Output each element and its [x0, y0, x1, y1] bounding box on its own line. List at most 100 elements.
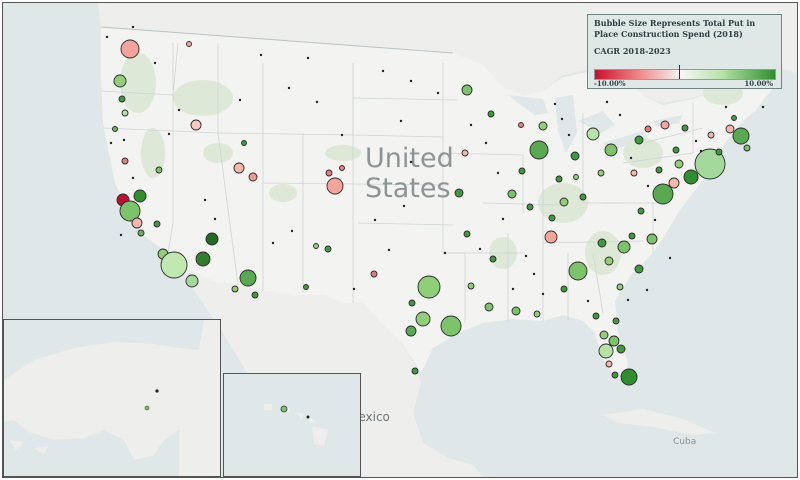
- bubble[interactable]: [507, 189, 517, 199]
- bubble[interactable]: [743, 144, 751, 152]
- bubble[interactable]: [707, 131, 715, 139]
- bubble[interactable]: [604, 256, 614, 266]
- bubble[interactable]: [544, 230, 558, 244]
- bubble[interactable]: [570, 151, 580, 161]
- bubble[interactable]: [112, 126, 118, 132]
- bubble[interactable]: [484, 302, 494, 312]
- bubble[interactable]: [694, 148, 726, 180]
- bubble[interactable]: [121, 157, 129, 165]
- bubble[interactable]: [121, 109, 129, 117]
- bubble[interactable]: [280, 405, 288, 413]
- bubble[interactable]: [511, 306, 521, 316]
- bubble[interactable]: [608, 335, 620, 347]
- bubble[interactable]: [668, 177, 680, 189]
- bubble[interactable]: [559, 197, 569, 207]
- hawaii-inset[interactable]: [223, 373, 361, 477]
- bubble[interactable]: [118, 95, 126, 103]
- bubble[interactable]: [644, 125, 652, 133]
- bubble[interactable]: [325, 169, 333, 177]
- bubble[interactable]: [732, 127, 750, 145]
- bubble[interactable]: [715, 148, 723, 156]
- bubble[interactable]: [461, 84, 473, 96]
- bubble[interactable]: [131, 217, 143, 229]
- bubble[interactable]: [306, 415, 310, 419]
- bubble[interactable]: [205, 232, 219, 246]
- bubble[interactable]: [616, 344, 626, 354]
- bubble[interactable]: [655, 166, 663, 174]
- bubble[interactable]: [592, 312, 600, 320]
- bubble[interactable]: [417, 275, 441, 299]
- bubble[interactable]: [611, 371, 619, 379]
- bubble[interactable]: [518, 122, 524, 128]
- bubble[interactable]: [538, 121, 548, 131]
- bubble[interactable]: [326, 177, 344, 195]
- bubble[interactable]: [248, 172, 258, 182]
- bubble[interactable]: [454, 188, 464, 198]
- bubble[interactable]: [533, 310, 541, 318]
- bubble[interactable]: [628, 232, 636, 240]
- bubble[interactable]: [604, 143, 618, 157]
- alaska-inset[interactable]: [3, 319, 221, 477]
- bubble[interactable]: [313, 243, 319, 249]
- bubble[interactable]: [683, 169, 699, 185]
- bubble[interactable]: [155, 166, 163, 174]
- bubble[interactable]: [573, 174, 579, 180]
- bubble[interactable]: [411, 367, 419, 375]
- bubble[interactable]: [630, 169, 638, 177]
- bubble[interactable]: [120, 39, 140, 59]
- bubble[interactable]: [160, 251, 188, 279]
- bubble[interactable]: [599, 330, 609, 340]
- bubble[interactable]: [113, 74, 127, 88]
- bubble[interactable]: [555, 175, 563, 183]
- bubble[interactable]: [190, 119, 202, 131]
- bubble[interactable]: [185, 274, 199, 288]
- bubble[interactable]: [681, 124, 689, 132]
- bubble[interactable]: [568, 261, 588, 281]
- bubble[interactable]: [598, 343, 614, 359]
- bubble[interactable]: [186, 41, 192, 47]
- bubble[interactable]: [560, 285, 568, 293]
- bubble[interactable]: [672, 146, 680, 154]
- bubble[interactable]: [195, 251, 211, 267]
- bubble[interactable]: [612, 317, 620, 325]
- bubble[interactable]: [597, 238, 607, 248]
- bubble[interactable]: [241, 140, 247, 146]
- bubble[interactable]: [620, 368, 638, 386]
- bubble[interactable]: [597, 169, 605, 177]
- bubble[interactable]: [408, 299, 416, 307]
- bubble[interactable]: [646, 233, 658, 245]
- bubble[interactable]: [463, 230, 471, 238]
- bubble[interactable]: [634, 264, 644, 274]
- bubble[interactable]: [652, 183, 674, 205]
- bubble[interactable]: [637, 207, 645, 215]
- bubble[interactable]: [415, 311, 431, 327]
- bubble[interactable]: [233, 162, 245, 174]
- bubble[interactable]: [489, 255, 497, 263]
- bubble[interactable]: [548, 214, 556, 222]
- bubble[interactable]: [339, 165, 345, 171]
- bubble[interactable]: [467, 282, 475, 290]
- bubble[interactable]: [144, 405, 150, 411]
- bubble[interactable]: [137, 229, 145, 237]
- bubble[interactable]: [605, 360, 613, 368]
- bubble[interactable]: [303, 284, 309, 290]
- bubble[interactable]: [133, 189, 147, 203]
- bubble[interactable]: [370, 270, 378, 278]
- bubble[interactable]: [518, 167, 526, 175]
- bubble[interactable]: [586, 127, 600, 141]
- bubble[interactable]: [119, 200, 141, 222]
- bubble[interactable]: [731, 115, 737, 121]
- bubble[interactable]: [674, 159, 684, 169]
- bubble[interactable]: [634, 135, 644, 145]
- bubble[interactable]: [251, 291, 259, 299]
- bubble[interactable]: [579, 193, 587, 201]
- bubble[interactable]: [529, 140, 549, 160]
- bubble[interactable]: [324, 245, 332, 253]
- bubble[interactable]: [617, 240, 631, 254]
- bubble[interactable]: [660, 120, 670, 130]
- bubble[interactable]: [616, 283, 624, 291]
- bubble[interactable]: [725, 124, 735, 134]
- bubble[interactable]: [231, 285, 239, 293]
- bubble[interactable]: [440, 315, 462, 337]
- bubble[interactable]: [155, 389, 159, 393]
